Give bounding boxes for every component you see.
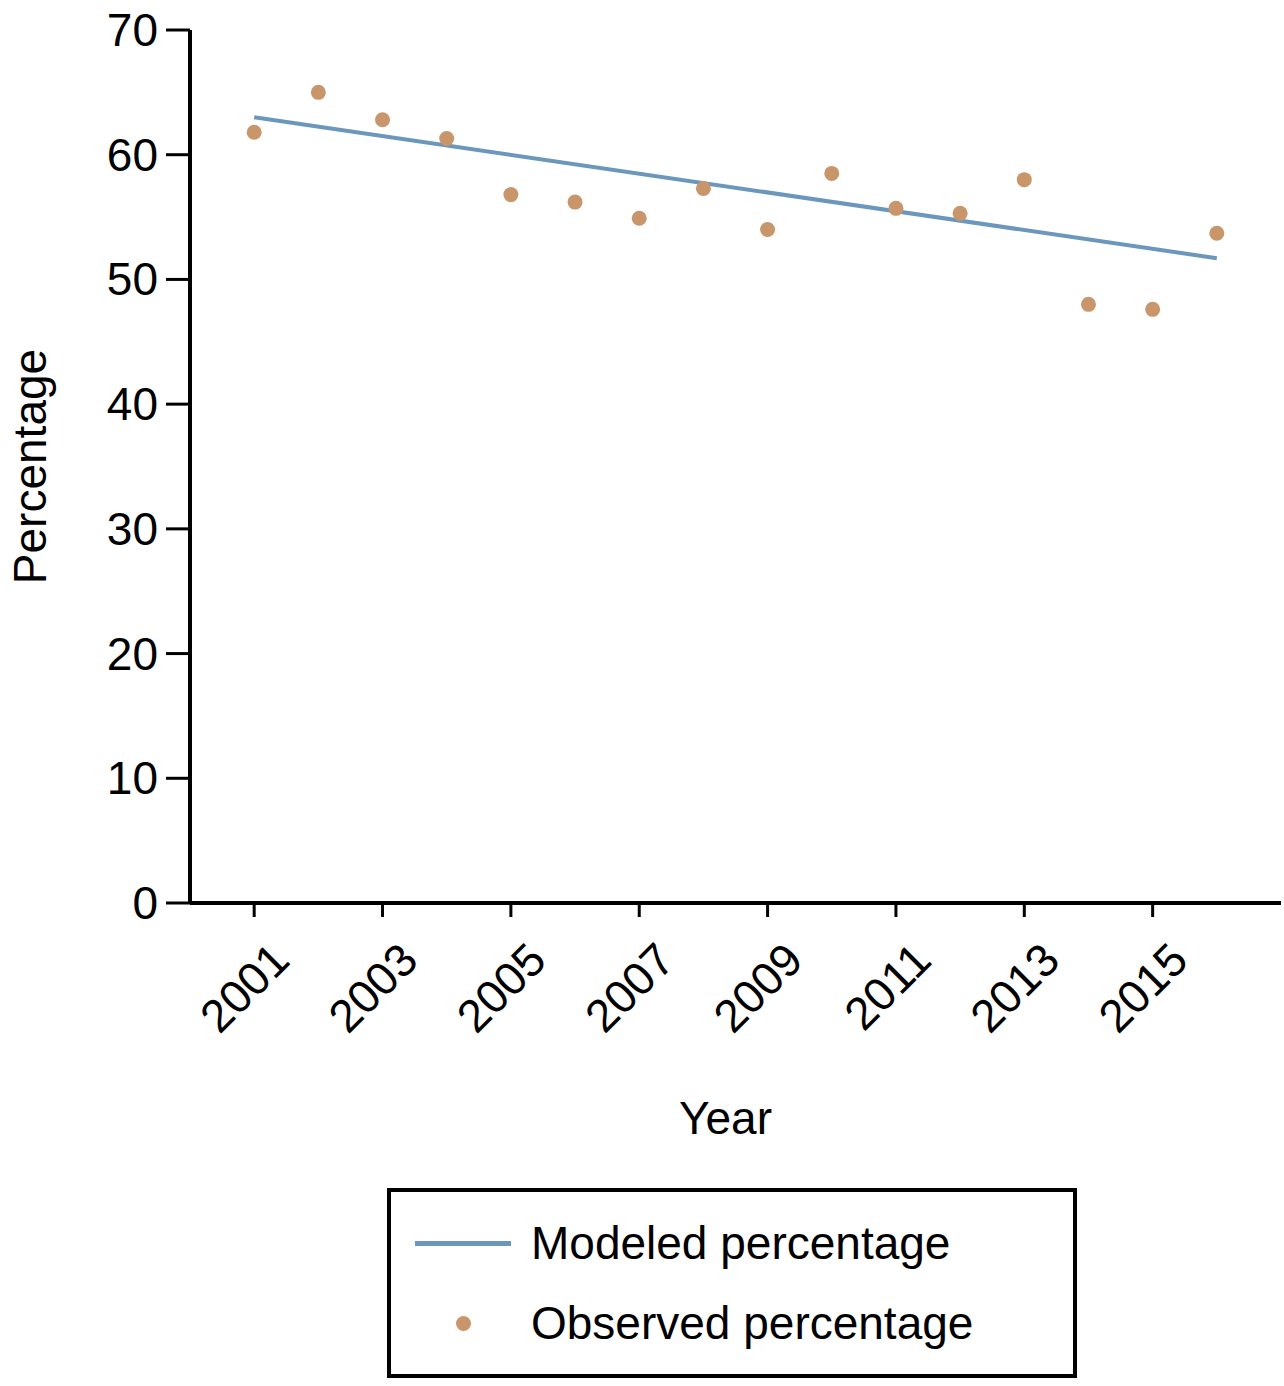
svg-text:20: 20 <box>107 628 158 680</box>
svg-text:30: 30 <box>107 503 158 555</box>
svg-text:2003: 2003 <box>318 933 427 1042</box>
svg-text:2015: 2015 <box>1088 933 1197 1042</box>
html-text:Observed percentage: Observed percentage <box>531 1297 974 1349</box>
svg-text:Percentage: Percentage <box>8 349 56 584</box>
svg-text:60: 60 <box>107 129 158 181</box>
svg-text:2007: 2007 <box>575 933 684 1042</box>
html-text:Modeled percentage: Modeled percentage <box>531 1217 951 1269</box>
svg-text:10: 10 <box>107 752 158 804</box>
svg-text:70: 70 <box>107 4 158 56</box>
svg-text:2001: 2001 <box>190 933 299 1042</box>
svg-text:2013: 2013 <box>960 933 1069 1042</box>
svg-text:40: 40 <box>107 378 158 430</box>
svg-text:2005: 2005 <box>447 933 556 1042</box>
svg-text:50: 50 <box>107 253 158 305</box>
svg-text:Year: Year <box>679 1092 772 1144</box>
svg-text:2011: 2011 <box>834 933 941 1040</box>
svg-text:2009: 2009 <box>703 933 812 1042</box>
svg-text:0: 0 <box>132 877 158 929</box>
